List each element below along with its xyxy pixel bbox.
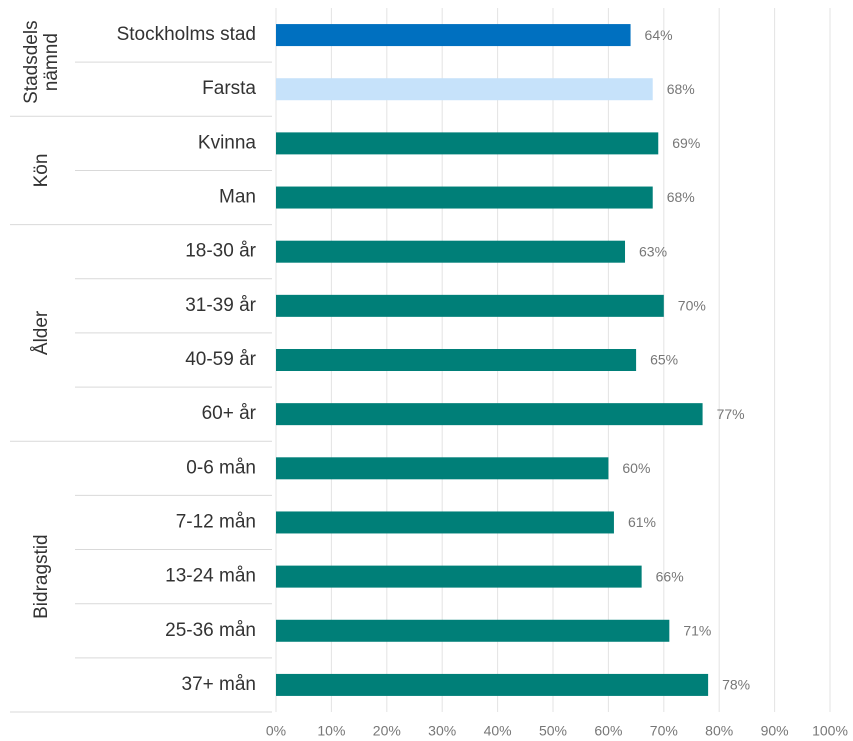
category-label: 40-59 år (185, 349, 256, 370)
bar (276, 78, 653, 101)
x-tick-label: 100% (812, 723, 848, 739)
value-label: 78% (722, 677, 750, 693)
category-label: Man (219, 187, 256, 208)
value-label: 63% (639, 243, 667, 259)
bar (276, 403, 703, 426)
x-tick-label: 90% (761, 723, 789, 739)
value-label: 61% (628, 514, 656, 530)
value-label: 60% (622, 460, 650, 476)
x-tick-label: 10% (317, 723, 345, 739)
category-label: 37+ mån (182, 674, 256, 695)
group-label: Kön (31, 154, 52, 188)
group-label: Bidragstid (31, 534, 52, 619)
bar (276, 673, 709, 696)
x-tick-label: 70% (650, 723, 678, 739)
value-label: 65% (650, 352, 678, 368)
group-label: Ålder (31, 310, 52, 355)
bar (276, 186, 653, 209)
bar (276, 565, 642, 588)
category-label: 18-30 år (185, 241, 256, 262)
bar (276, 457, 609, 480)
value-label: 77% (717, 406, 745, 422)
group-label: nämnd (41, 33, 62, 91)
category-label: 13-24 mån (165, 566, 256, 587)
x-tick-label: 80% (705, 723, 733, 739)
bar (276, 240, 626, 263)
bar (276, 349, 637, 371)
category-label: 60+ år (202, 403, 257, 424)
bar (276, 24, 631, 47)
category-label: 25-36 mån (165, 620, 256, 641)
category-label: 7-12 mån (176, 511, 256, 532)
value-label: 66% (656, 568, 684, 584)
value-label: 68% (667, 189, 695, 205)
x-tick-label: 40% (484, 723, 512, 739)
x-tick-label: 60% (594, 723, 622, 739)
bar (276, 511, 614, 534)
value-label: 64% (645, 27, 673, 43)
bar (276, 619, 670, 642)
x-tick-label: 0% (266, 723, 286, 739)
value-label: 71% (683, 622, 711, 638)
value-label: 68% (667, 81, 695, 97)
category-label: 31-39 år (185, 295, 256, 316)
category-label: Stockholms stad (117, 24, 256, 45)
x-tick-label: 30% (428, 723, 456, 739)
bar (276, 132, 659, 155)
value-label: 69% (672, 135, 700, 151)
category-label: Farsta (202, 78, 256, 99)
value-label: 70% (678, 298, 706, 314)
x-tick-label: 50% (539, 723, 567, 739)
category-label: 0-6 mån (186, 457, 256, 478)
bar (276, 294, 664, 317)
category-label: Kvinna (198, 132, 257, 153)
group-label: Stadsdels (21, 20, 42, 103)
x-tick-label: 20% (373, 723, 401, 739)
